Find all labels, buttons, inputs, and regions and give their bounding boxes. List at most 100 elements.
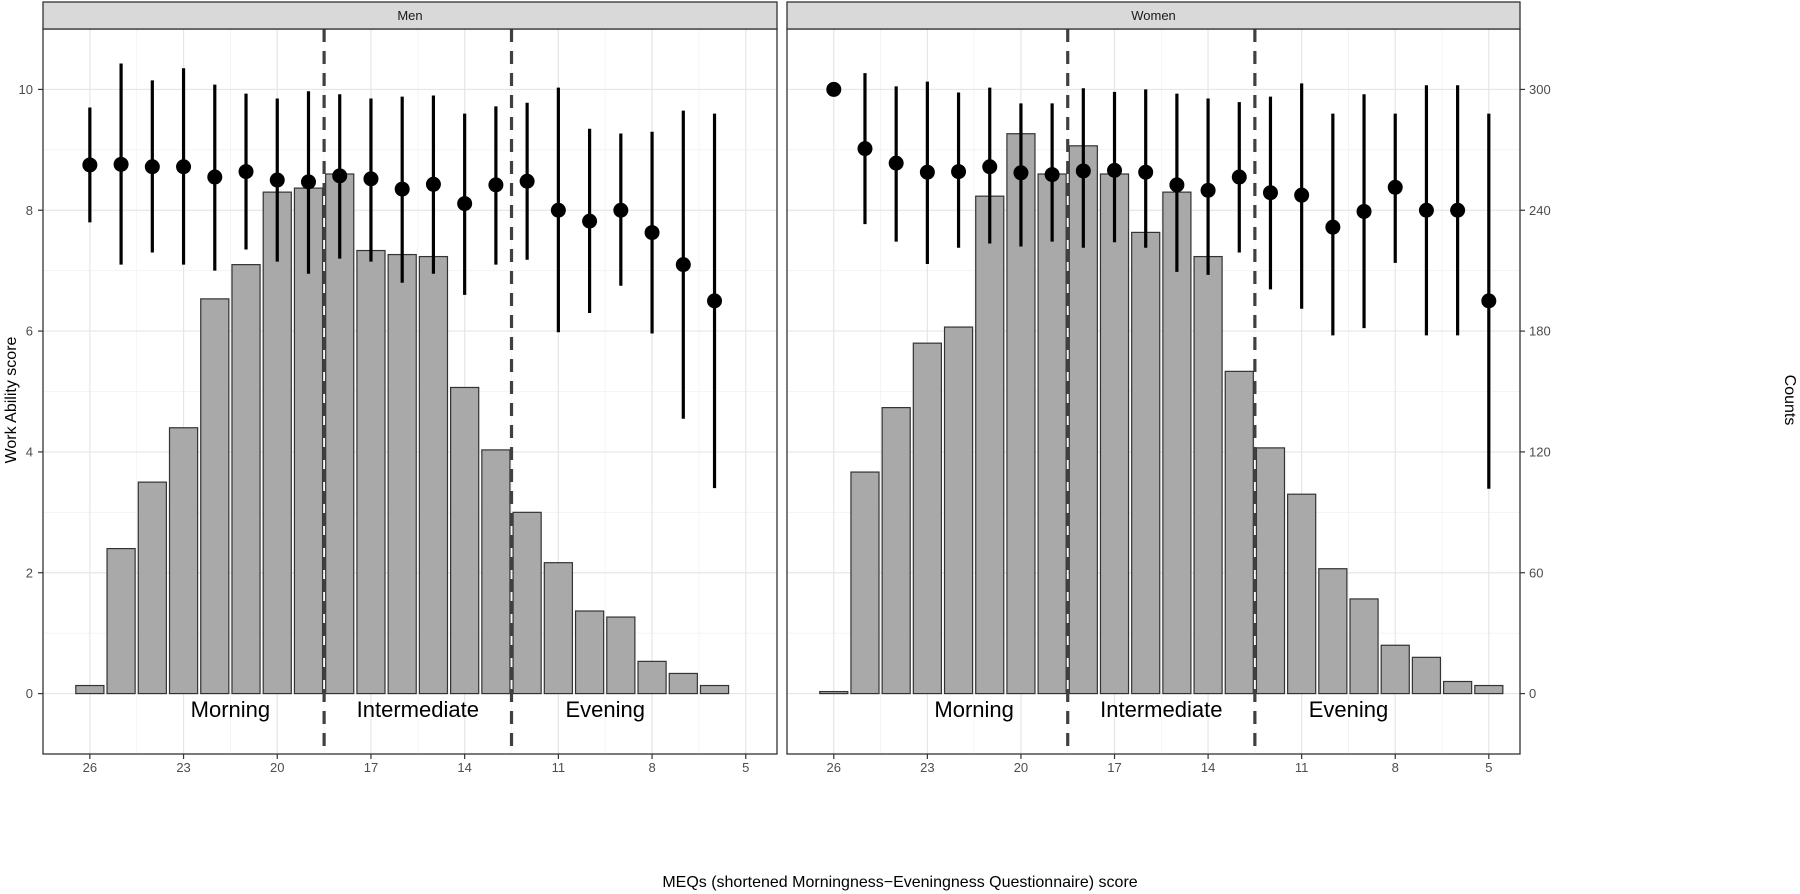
y-axis-title-right: Counts <box>1781 375 1798 426</box>
score-point <box>82 157 98 173</box>
score-point <box>644 225 660 241</box>
count-bar <box>637 660 667 695</box>
count-bar <box>912 342 942 695</box>
score-point <box>550 202 566 218</box>
score-point <box>1013 165 1029 181</box>
y-left-tick-label: 6 <box>26 324 33 339</box>
count-bar <box>168 427 199 695</box>
score-point <box>519 173 535 189</box>
score-point <box>857 141 873 157</box>
score-point <box>269 172 285 188</box>
y-right-tick-label: 120 <box>1529 444 1551 459</box>
count-bar <box>418 255 449 695</box>
axes-layer: MEQs (shortened Morningness−Eveningness … <box>3 336 1798 891</box>
count-bar <box>481 449 511 695</box>
strip-background <box>42 1 778 30</box>
count-bar <box>512 511 542 695</box>
count-bar <box>262 191 292 695</box>
y-left-tick-label: 8 <box>26 203 33 218</box>
score-point <box>394 181 410 197</box>
x-tick-label: 11 <box>1295 760 1309 775</box>
x-tick-label: 17 <box>1107 760 1121 775</box>
score-point <box>1107 162 1123 178</box>
score-point <box>332 168 348 184</box>
count-bar <box>450 386 480 695</box>
y-right-tick-label: 180 <box>1529 324 1551 339</box>
count-bar <box>943 326 974 695</box>
score-point <box>1169 177 1185 193</box>
count-bar <box>1411 656 1442 695</box>
count-bar <box>1380 644 1410 695</box>
y-right-tick-label: 240 <box>1529 203 1551 218</box>
panel-women: Morning Intermediate Evening Women 26 23 20 17 1… <box>786 1 1551 775</box>
strip-background <box>786 1 1521 30</box>
score-point <box>1481 293 1497 309</box>
y-right-tick-label: 0 <box>1529 686 1536 701</box>
count-bar <box>881 407 911 695</box>
score-point <box>1231 169 1247 185</box>
y-left-tick-label: 2 <box>26 565 33 580</box>
score-point <box>919 164 935 180</box>
strip-label: Men <box>397 8 422 23</box>
count-bar <box>975 195 1005 695</box>
count-bar <box>699 684 730 695</box>
x-tick-label: 23 <box>176 760 190 775</box>
count-bar <box>137 481 167 695</box>
score-point <box>826 81 842 97</box>
count-bar <box>1224 370 1254 695</box>
count-bar <box>668 672 698 695</box>
score-point <box>888 155 904 171</box>
count-bar <box>1099 173 1130 695</box>
score-point <box>363 171 379 187</box>
score-point <box>144 159 160 175</box>
count-bar <box>1131 231 1161 695</box>
score-point <box>1325 219 1341 235</box>
x-tick-label: 20 <box>270 760 284 775</box>
count-bar <box>850 471 880 695</box>
score-point <box>1138 164 1154 180</box>
x-tick-label: 8 <box>1392 760 1399 775</box>
score-point <box>1356 203 1372 219</box>
x-tick-label: 20 <box>1014 760 1028 775</box>
count-bar <box>574 610 605 695</box>
x-tick-label: 17 <box>364 760 378 775</box>
score-point <box>613 202 629 218</box>
x-tick-label: 14 <box>457 760 471 775</box>
strip-label: Women <box>1131 8 1176 23</box>
score-point <box>176 159 192 175</box>
score-point <box>1044 167 1060 183</box>
score-point <box>1418 202 1434 218</box>
score-point <box>675 257 691 273</box>
count-bar <box>325 173 355 695</box>
count-bar <box>1037 173 1067 695</box>
score-point <box>488 177 504 193</box>
score-point <box>982 159 998 175</box>
count-bar <box>1349 598 1379 695</box>
count-bar <box>1442 680 1473 695</box>
region-label-evening: Evening <box>1309 697 1389 722</box>
score-point <box>300 174 316 190</box>
y-left-tick-label: 10 <box>19 82 33 97</box>
x-tick-label: 23 <box>920 760 934 775</box>
score-point <box>707 293 723 309</box>
score-point <box>457 196 473 212</box>
y-right-tick-label: 300 <box>1529 82 1551 97</box>
y-left-tick-label: 4 <box>26 444 33 459</box>
score-point <box>425 176 441 192</box>
region-label-morning: Morning <box>191 697 270 722</box>
count-bar <box>543 562 574 695</box>
score-point <box>1075 163 1091 179</box>
score-point <box>1294 187 1310 203</box>
score-point <box>951 164 967 180</box>
score-point <box>238 164 254 180</box>
count-bar <box>1162 191 1192 695</box>
region-label-intermediate: Intermediate <box>357 697 479 722</box>
score-point <box>207 169 223 185</box>
score-point <box>113 156 129 172</box>
score-point <box>1200 182 1216 198</box>
count-bar <box>356 249 386 695</box>
y-right-tick-label: 60 <box>1529 565 1543 580</box>
